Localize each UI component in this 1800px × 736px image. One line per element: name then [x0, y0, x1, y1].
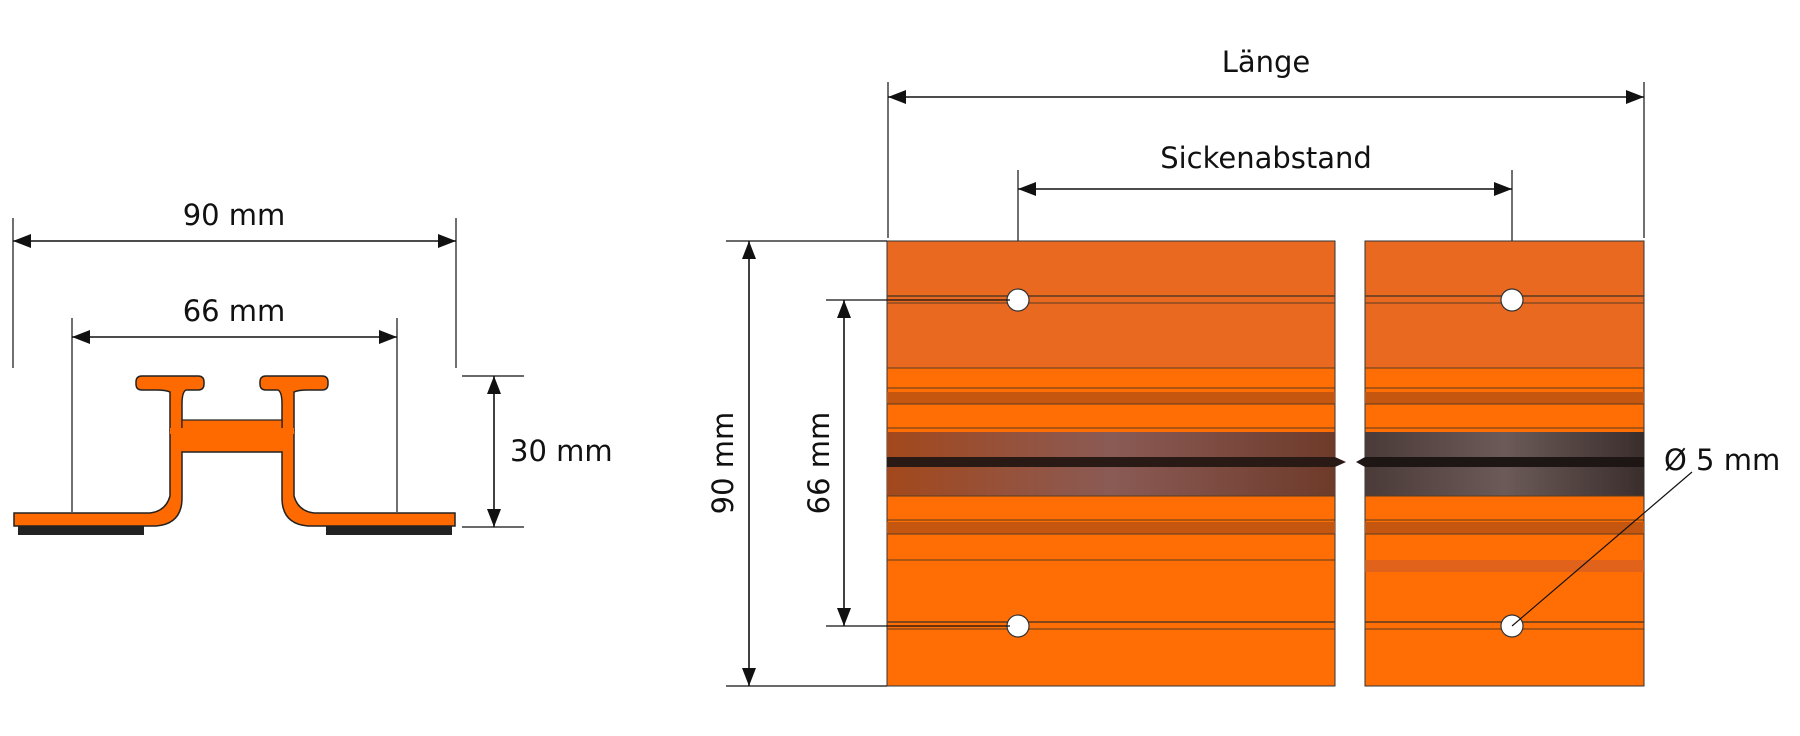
bead-spacing-label: Sickenabstand	[1160, 141, 1372, 175]
arrow-head	[1018, 182, 1036, 196]
seal-tape-right	[326, 526, 452, 535]
arrow-head	[438, 234, 456, 248]
arrow-head	[837, 608, 851, 626]
seal-tape-left	[18, 526, 144, 535]
plan-width-label: 90 mm	[706, 412, 740, 515]
profile-view: 90 mm 66 mm 30 mm	[12, 198, 613, 535]
rail-web-left	[135, 375, 205, 431]
plan-view: Länge Sickenabstand	[706, 45, 1780, 690]
rail-crossbar-fill	[170, 428, 294, 434]
arrow-head	[487, 376, 501, 394]
hole-diameter-label: Ø 5 mm	[1664, 443, 1780, 477]
diameter-leader-line	[1511, 471, 1693, 627]
arrow-head	[1626, 90, 1644, 104]
arrow-head	[1494, 182, 1512, 196]
arrow-head	[837, 300, 851, 318]
arrow-head	[742, 241, 756, 259]
break-mark-left	[1335, 457, 1346, 467]
arrow-head	[379, 330, 397, 344]
profile-width-label: 90 mm	[183, 198, 286, 232]
hole-bottom-left	[1006, 614, 1030, 638]
length-label: Länge	[1222, 45, 1311, 79]
arrow-head	[13, 234, 31, 248]
profile-inner-spacing-label: 66 mm	[183, 294, 286, 328]
hole-top-left	[1006, 288, 1030, 312]
arrow-head	[487, 509, 501, 527]
arrow-head	[742, 668, 756, 686]
rail-profile	[13, 429, 456, 527]
arrow-head	[888, 90, 906, 104]
arrow-head	[72, 330, 90, 344]
sheet-panel-right	[1356, 240, 1645, 687]
hole-top-right	[1500, 288, 1524, 312]
rail-web-right	[259, 375, 329, 431]
break-mark-right	[1356, 457, 1365, 467]
hole-spacing-label: 66 mm	[802, 412, 836, 515]
sheet-panel-left	[886, 240, 1346, 687]
profile-height-label: 30 mm	[510, 434, 613, 468]
